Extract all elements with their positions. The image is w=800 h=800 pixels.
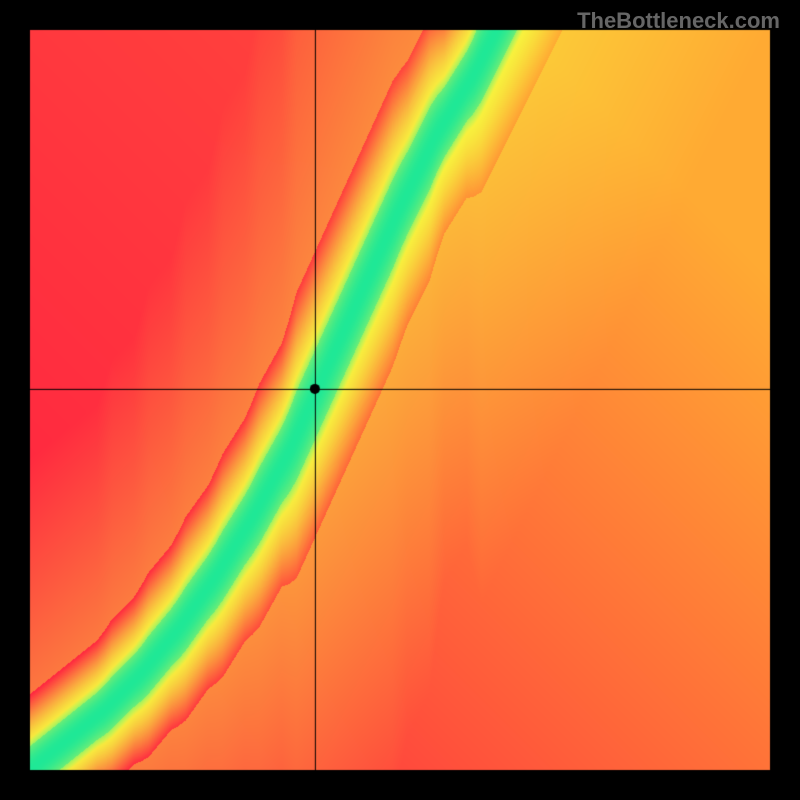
bottleneck-heatmap <box>0 0 800 800</box>
chart-container: TheBottleneck.com <box>0 0 800 800</box>
watermark-text: TheBottleneck.com <box>577 8 780 34</box>
